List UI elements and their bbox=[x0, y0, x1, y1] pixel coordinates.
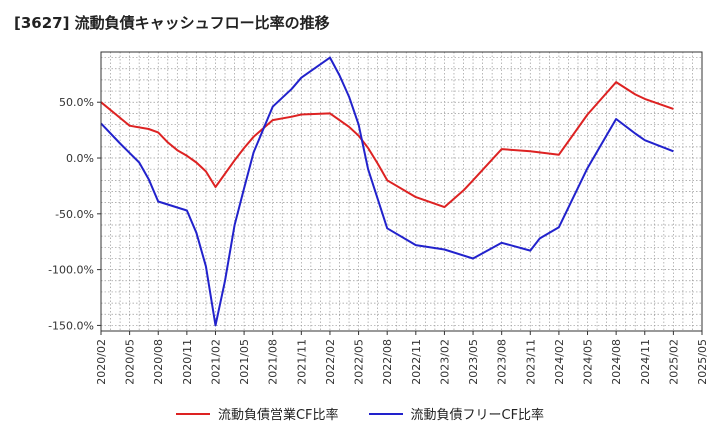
x-tick-label: 2020/05 bbox=[124, 339, 137, 385]
y-axis-ticks: 50.0% 0.0% -50.0% -100.0% -150.0% bbox=[48, 96, 101, 332]
y-tick-label: -50.0% bbox=[55, 208, 94, 221]
series-line-2 bbox=[100, 56, 674, 327]
y-tick-label: 50.0% bbox=[59, 96, 94, 109]
y-tick-label: 0.0% bbox=[66, 152, 94, 165]
legend: 流動負債営業CF比率 流動負債フリーCF比率 bbox=[0, 404, 720, 423]
x-tick-label: 2022/05 bbox=[353, 339, 366, 385]
plot-border bbox=[100, 51, 703, 332]
x-tick-label: 2020/02 bbox=[95, 339, 108, 385]
x-tick-label: 2025/05 bbox=[696, 339, 709, 385]
legend-label: 流動負債フリーCF比率 bbox=[410, 408, 545, 423]
x-tick-label: 2024/02 bbox=[553, 339, 566, 385]
series-line-1 bbox=[100, 81, 674, 209]
y-tick-label: -150.0% bbox=[48, 319, 94, 332]
x-tick-label: 2020/08 bbox=[152, 339, 165, 385]
legend-swatch bbox=[175, 412, 210, 415]
x-tick-label: 2024/05 bbox=[582, 339, 595, 385]
legend-item-1: 流動負債営業CF比率 bbox=[175, 404, 339, 423]
x-tick-label: 2024/11 bbox=[639, 339, 652, 385]
legend-item-2: 流動負債フリーCF比率 bbox=[368, 404, 545, 423]
x-tick-label: 2022/11 bbox=[410, 339, 423, 385]
x-tick-label: 2021/05 bbox=[238, 339, 251, 385]
x-tick-label: 2023/05 bbox=[467, 339, 480, 385]
plot-area bbox=[101, 52, 702, 331]
x-tick-label: 2023/11 bbox=[524, 339, 537, 385]
x-tick-label: 2020/11 bbox=[181, 339, 194, 385]
x-tick-label: 2021/08 bbox=[267, 339, 280, 385]
chart-title: [3627] 流動負債キャッシュフロー比率の推移 bbox=[14, 14, 330, 32]
x-axis-ticks: 2020/02 2020/05 2020/08 2020/11 2021/02 2021/… bbox=[95, 331, 709, 385]
x-tick-label: 2023/02 bbox=[438, 339, 451, 385]
legend-swatch bbox=[368, 412, 403, 415]
grid-lines bbox=[101, 52, 702, 331]
x-tick-label: 2025/02 bbox=[667, 339, 680, 385]
x-tick-label: 2021/11 bbox=[295, 339, 308, 385]
x-tick-label: 2022/08 bbox=[381, 339, 394, 385]
x-tick-label: 2023/08 bbox=[496, 339, 509, 385]
x-tick-label: 2021/02 bbox=[209, 339, 222, 385]
series-lines bbox=[100, 56, 674, 327]
x-tick-label: 2024/08 bbox=[610, 339, 623, 385]
legend-label: 流動負債営業CF比率 bbox=[217, 408, 339, 423]
y-tick-label: -100.0% bbox=[48, 264, 94, 277]
x-tick-label: 2022/02 bbox=[324, 339, 337, 385]
